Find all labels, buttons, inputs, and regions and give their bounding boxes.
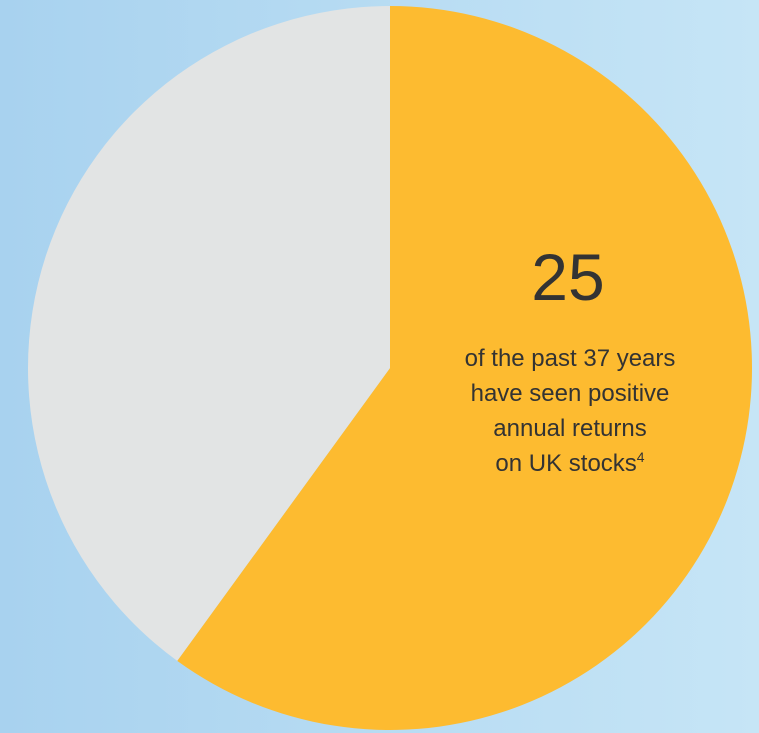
- pie-slice: [177, 6, 752, 730]
- caption-text: annual returns: [493, 415, 646, 442]
- caption-text: on UK stocks: [495, 450, 636, 477]
- caption-line: of the past 37 years: [465, 345, 676, 372]
- footnote-mark: 4: [637, 449, 645, 465]
- caption: of the past 37 years have seen positive an…: [465, 345, 676, 477]
- pie-slice: [28, 6, 390, 661]
- caption-line: on UK stocks4: [495, 449, 644, 477]
- caption-line: have seen positive: [471, 380, 670, 407]
- caption-text: of the past 37 years: [465, 345, 676, 372]
- pie: [28, 6, 752, 730]
- big-number: 25: [531, 240, 604, 314]
- caption-line: annual returns: [493, 415, 646, 442]
- caption-text: have seen positive: [471, 380, 670, 407]
